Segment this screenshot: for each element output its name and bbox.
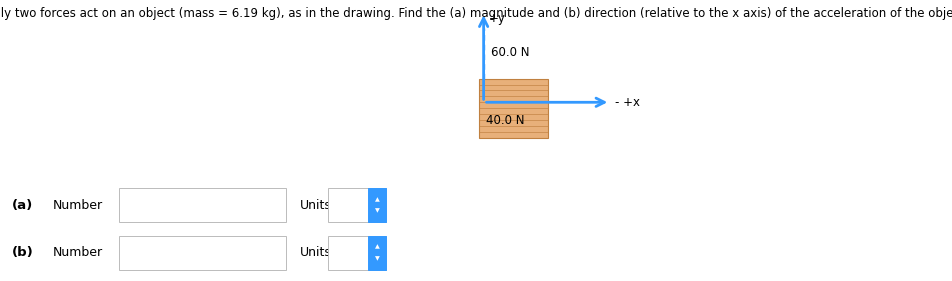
Text: ▼: ▼ [375,209,379,213]
Text: Units: Units [300,246,331,259]
Text: (a): (a) [11,199,32,212]
Bar [368,236,386,270]
Text: - +x: - +x [615,96,640,109]
Bar [479,79,548,138]
Bar [328,188,386,222]
Bar [328,236,386,270]
Text: ▲: ▲ [375,197,379,202]
Bar [119,188,286,222]
Bar [368,188,386,222]
Bar [119,236,286,270]
Text: ▼: ▼ [375,256,379,261]
Text: Only two forces act on an object (mass = 6.19 kg), as in the drawing. Find the (: Only two forces act on an object (mass =… [0,7,952,20]
Text: 60.0 N: 60.0 N [491,46,529,59]
Text: Units: Units [300,199,331,212]
Text: Number: Number [52,246,103,259]
Text: 40.0 N: 40.0 N [486,114,525,127]
Text: (b): (b) [11,246,33,259]
Text: ▲: ▲ [375,245,379,250]
Text: +y: +y [488,12,506,25]
Text: Number: Number [52,199,103,212]
